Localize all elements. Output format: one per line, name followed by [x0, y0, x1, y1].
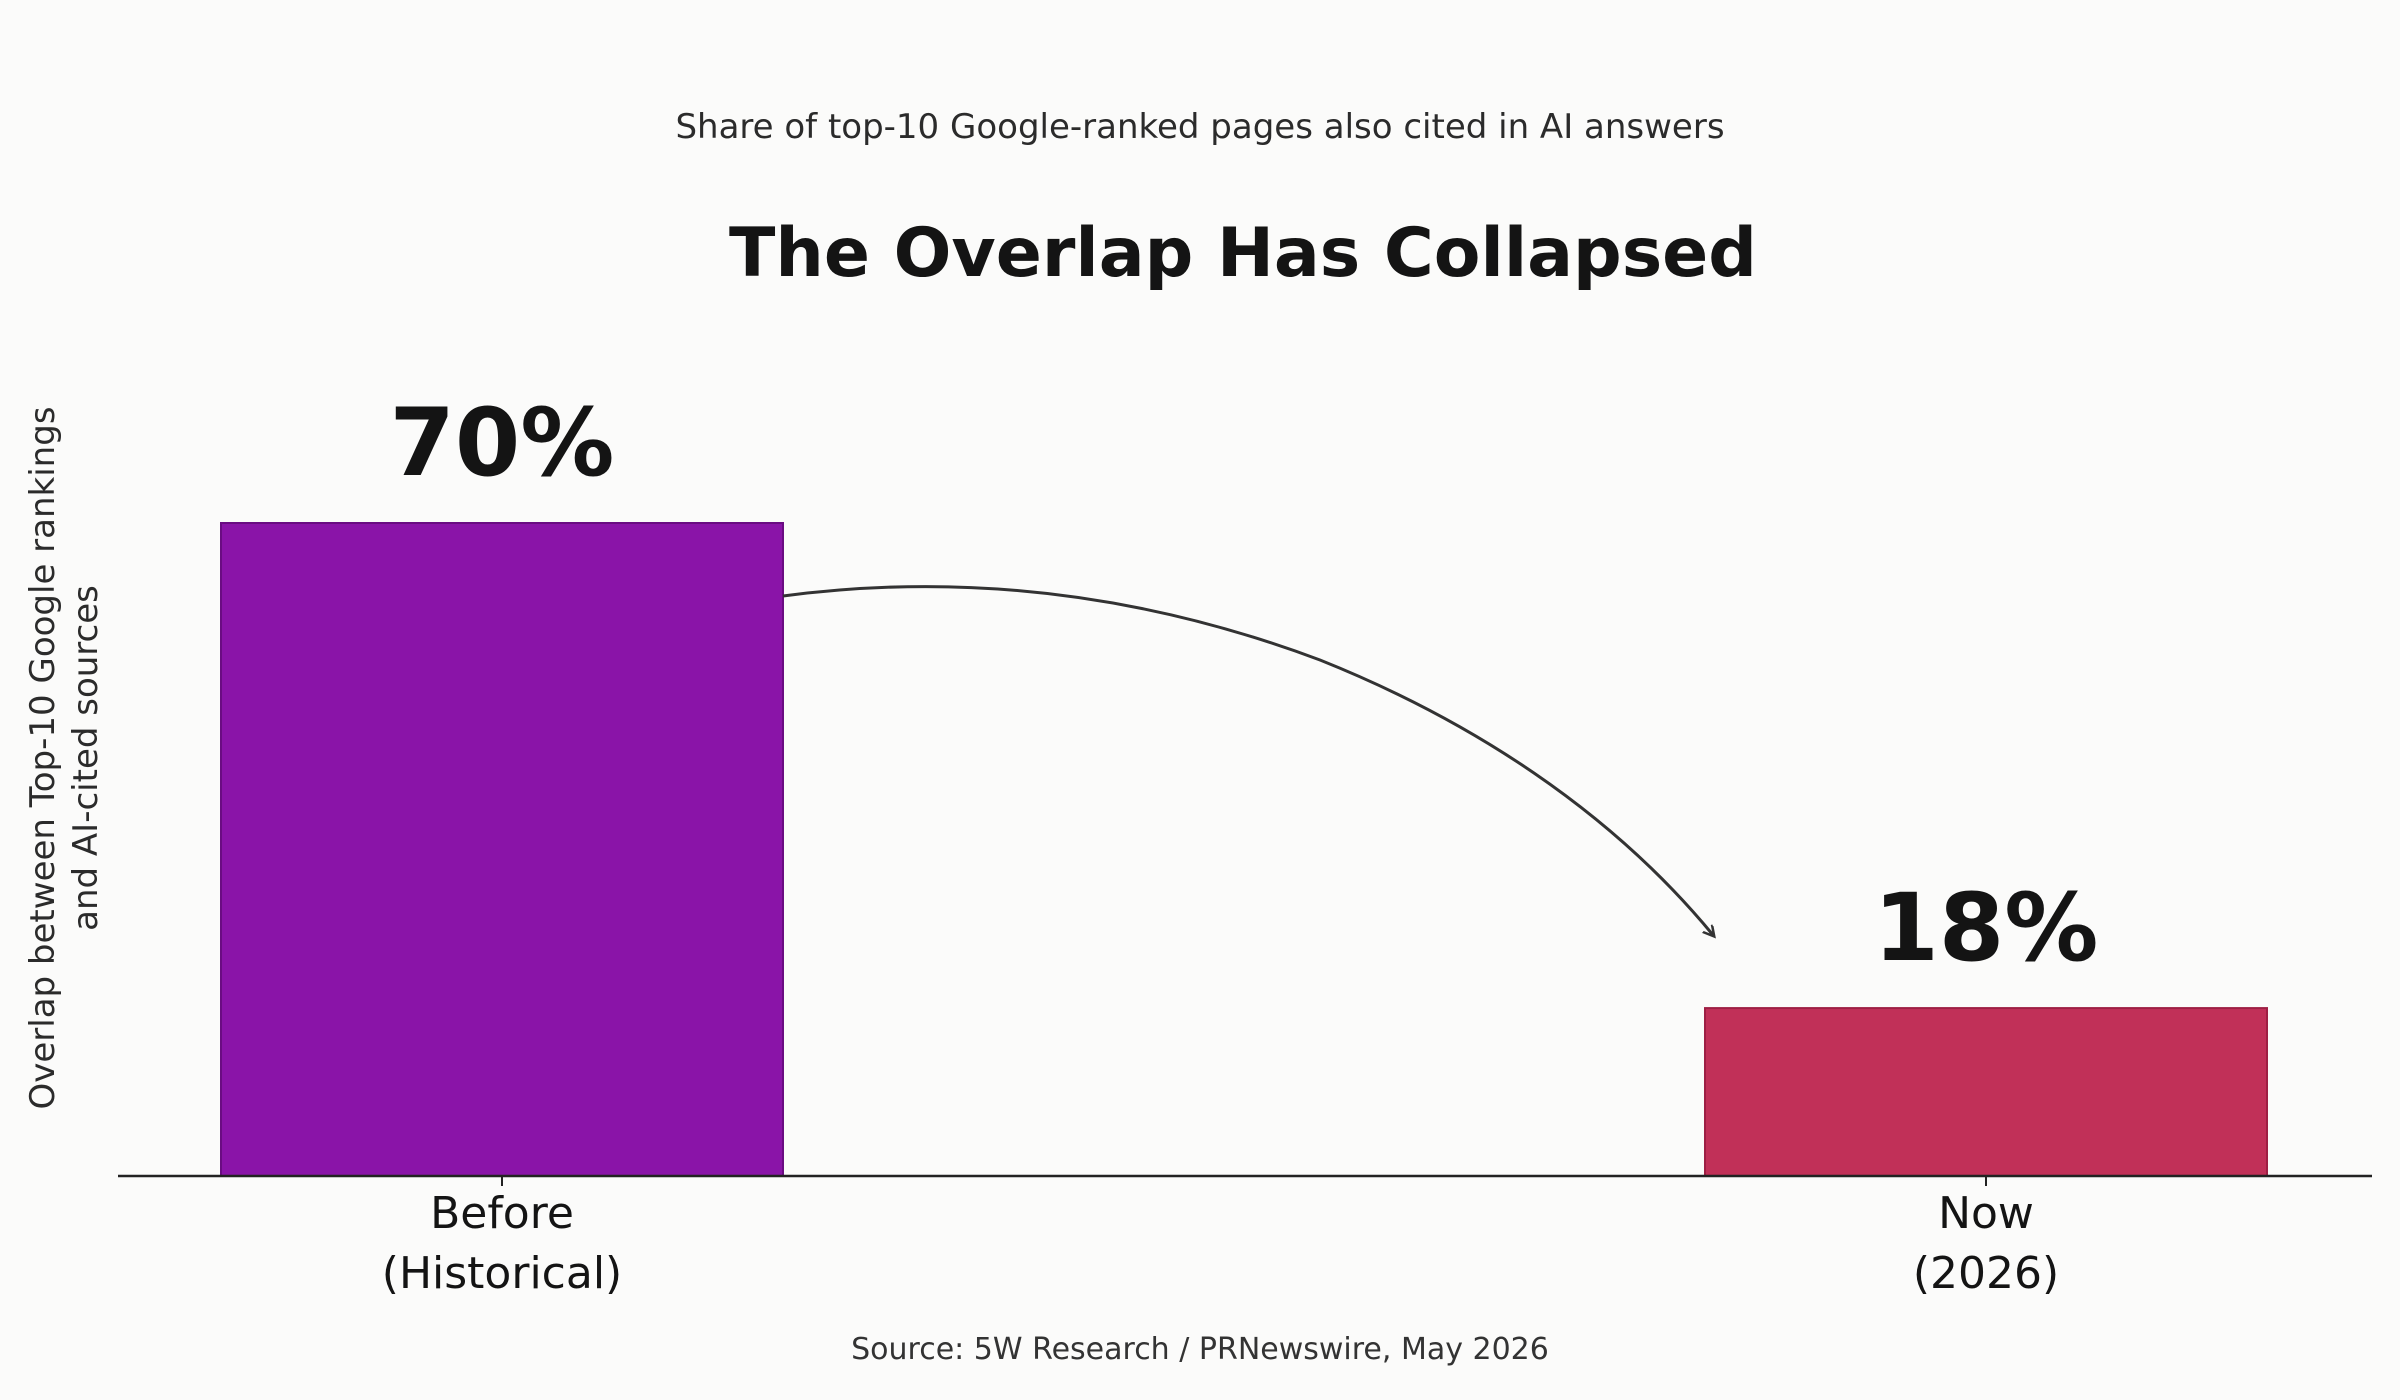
- y-axis-label-line-2: and AI-cited sources: [66, 585, 106, 931]
- labels-layer: 70% Before (Historical) 18% Now (2026): [382, 389, 2099, 1299]
- x-tick-label-1-line-1: Now: [1938, 1188, 2034, 1239]
- y-axis-label: Overlap between Top-10 Google rankings a…: [23, 406, 106, 1109]
- y-axis-label-line-1: Overlap between Top-10 Google rankings: [23, 406, 63, 1109]
- chart-subtitle: Share of top-10 Google-ranked pages also…: [675, 107, 1724, 147]
- source-note: Source: 5W Research / PRNewswire, May 20…: [851, 1332, 1549, 1367]
- bar-1: [1704, 1007, 2268, 1177]
- chart-title: The Overlap Has Collapsed: [729, 214, 1757, 293]
- value-label-0: 70%: [390, 389, 615, 498]
- value-label-1: 18%: [1874, 874, 2099, 983]
- bar-0: [220, 522, 784, 1177]
- x-tick-label-1-line-2: (2026): [1913, 1248, 2059, 1299]
- x-tick-label-0-line-1: Before: [430, 1188, 574, 1239]
- decline-arrow: [782, 585, 1713, 935]
- x-tick-label-0-line-2: (Historical): [382, 1248, 622, 1299]
- bars-layer: [220, 522, 2268, 1177]
